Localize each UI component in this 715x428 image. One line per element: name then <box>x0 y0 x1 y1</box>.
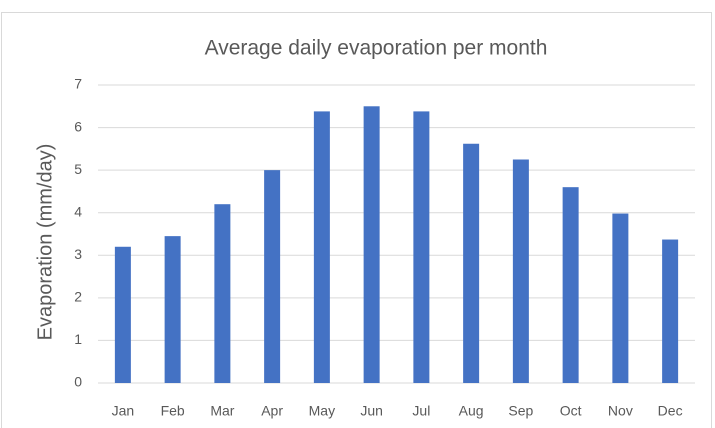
x-tick-label: Jun <box>360 403 383 419</box>
x-tick-label: Apr <box>261 403 283 419</box>
bar <box>512 159 529 383</box>
x-tick-label: Dec <box>658 403 683 419</box>
y-axis-label: Evaporation (mm/day) <box>34 144 56 341</box>
bar <box>413 111 430 383</box>
x-tick-label: Mar <box>210 403 234 419</box>
x-tick-label: Jul <box>412 403 430 419</box>
y-tick-label: 4 <box>74 203 82 219</box>
x-tick-label: Jan <box>112 403 135 419</box>
y-tick-label: 0 <box>74 374 82 390</box>
chart-frame <box>1 12 712 428</box>
bar <box>463 143 480 383</box>
y-tick-label: 2 <box>74 289 82 305</box>
bar <box>114 246 131 383</box>
bar <box>264 170 281 383</box>
x-tick-label: Oct <box>560 403 582 419</box>
y-tick-label: 3 <box>74 246 82 262</box>
y-tick-label: 5 <box>74 161 82 177</box>
y-tick-label: 1 <box>74 331 82 347</box>
bar <box>612 213 629 383</box>
y-tick-label: 6 <box>74 118 82 134</box>
bar <box>662 239 679 383</box>
x-tick-label: Feb <box>161 403 185 419</box>
x-tick-label: Aug <box>459 403 484 419</box>
x-tick-label: Nov <box>608 403 633 419</box>
bar <box>562 187 579 383</box>
x-tick-label: May <box>309 403 335 419</box>
bar <box>363 106 380 384</box>
chart-title: Average daily evaporation per month <box>205 37 548 60</box>
y-tick-label: 7 <box>74 76 82 92</box>
bar <box>164 236 181 383</box>
bar <box>313 111 330 383</box>
bar <box>214 204 231 383</box>
x-tick-label: Sep <box>508 403 533 419</box>
